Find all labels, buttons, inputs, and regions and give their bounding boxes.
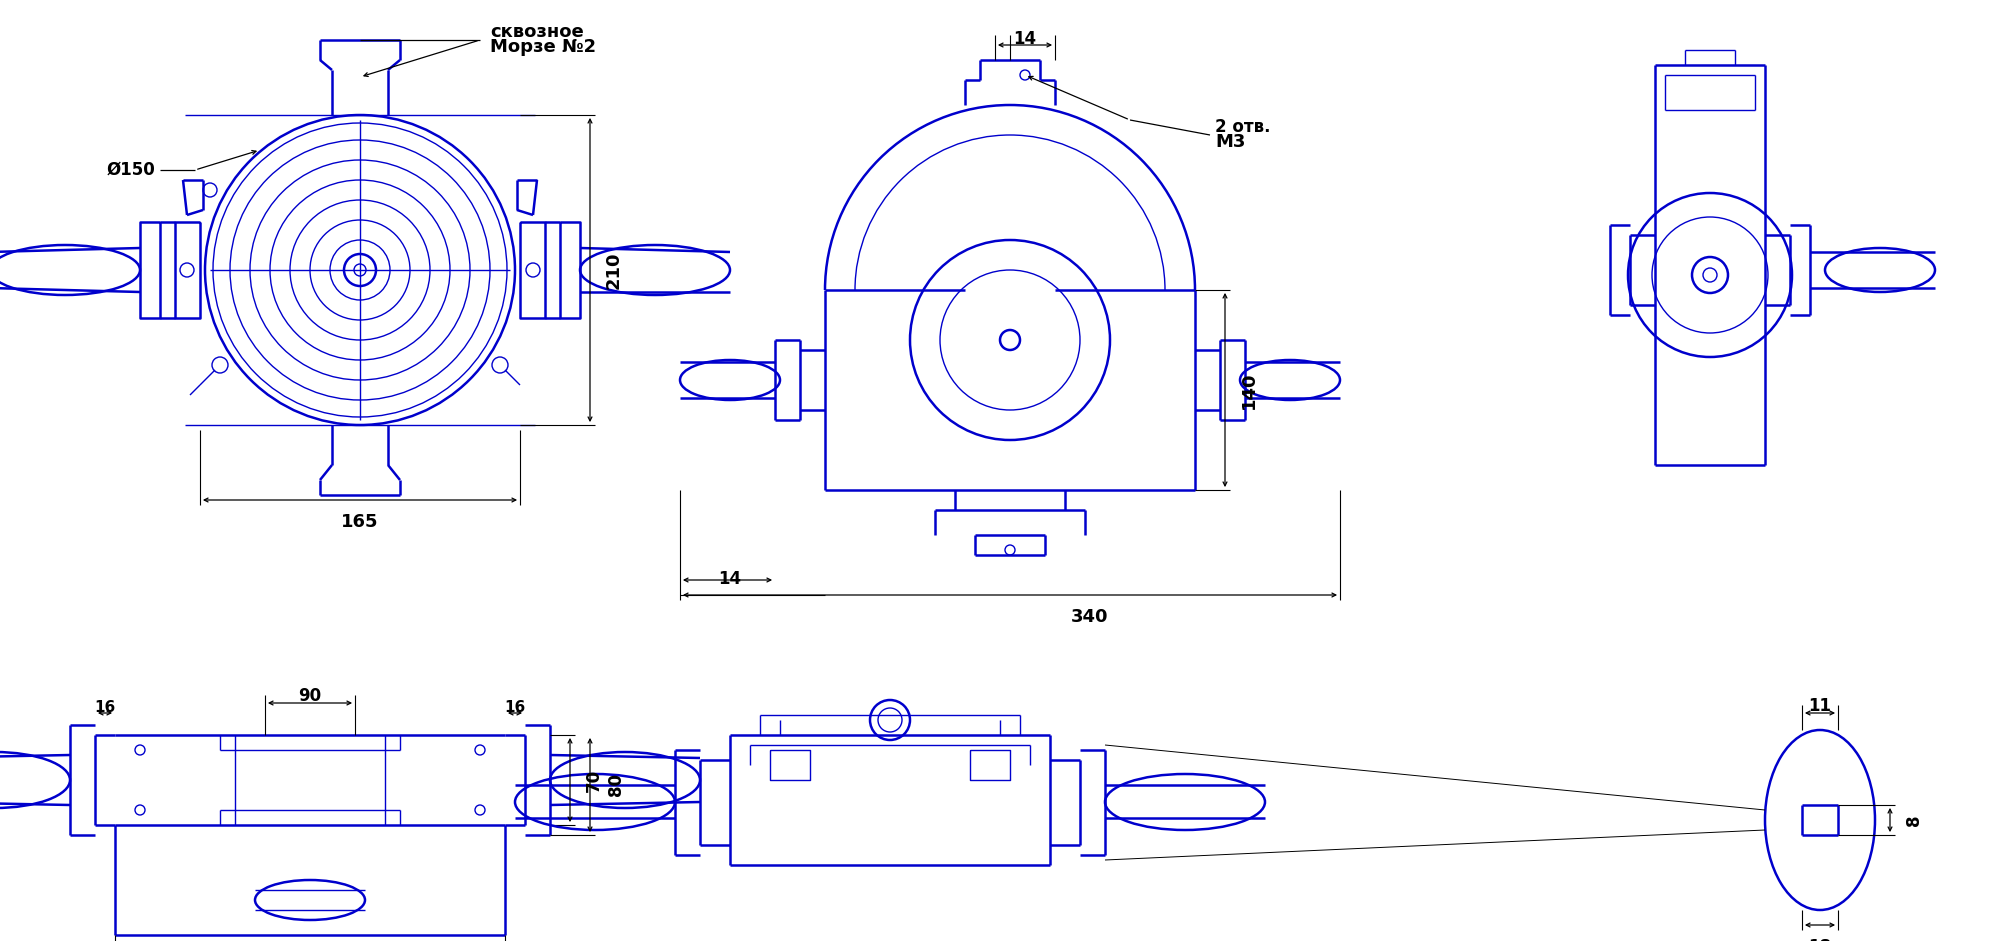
Text: 80: 80 <box>608 774 624 796</box>
Text: 14: 14 <box>1014 30 1036 48</box>
Text: М3: М3 <box>1216 133 1246 151</box>
Text: 165: 165 <box>342 513 378 531</box>
Text: 90: 90 <box>298 687 322 705</box>
Text: 11: 11 <box>1808 697 1832 715</box>
Text: 210: 210 <box>604 251 624 289</box>
Text: 340: 340 <box>1072 608 1108 626</box>
Text: 70: 70 <box>584 769 604 791</box>
Text: 14: 14 <box>718 570 742 588</box>
Text: 140: 140 <box>1240 372 1258 408</box>
Text: 16: 16 <box>504 700 526 715</box>
Text: 18: 18 <box>1808 938 1832 941</box>
Text: Ø150: Ø150 <box>106 161 156 179</box>
Text: 2 отв.: 2 отв. <box>1216 118 1270 136</box>
Text: Морзе №2: Морзе №2 <box>490 38 596 56</box>
Text: 16: 16 <box>94 700 116 715</box>
Text: сквозное: сквозное <box>490 23 584 41</box>
Text: 8: 8 <box>1904 814 1924 826</box>
